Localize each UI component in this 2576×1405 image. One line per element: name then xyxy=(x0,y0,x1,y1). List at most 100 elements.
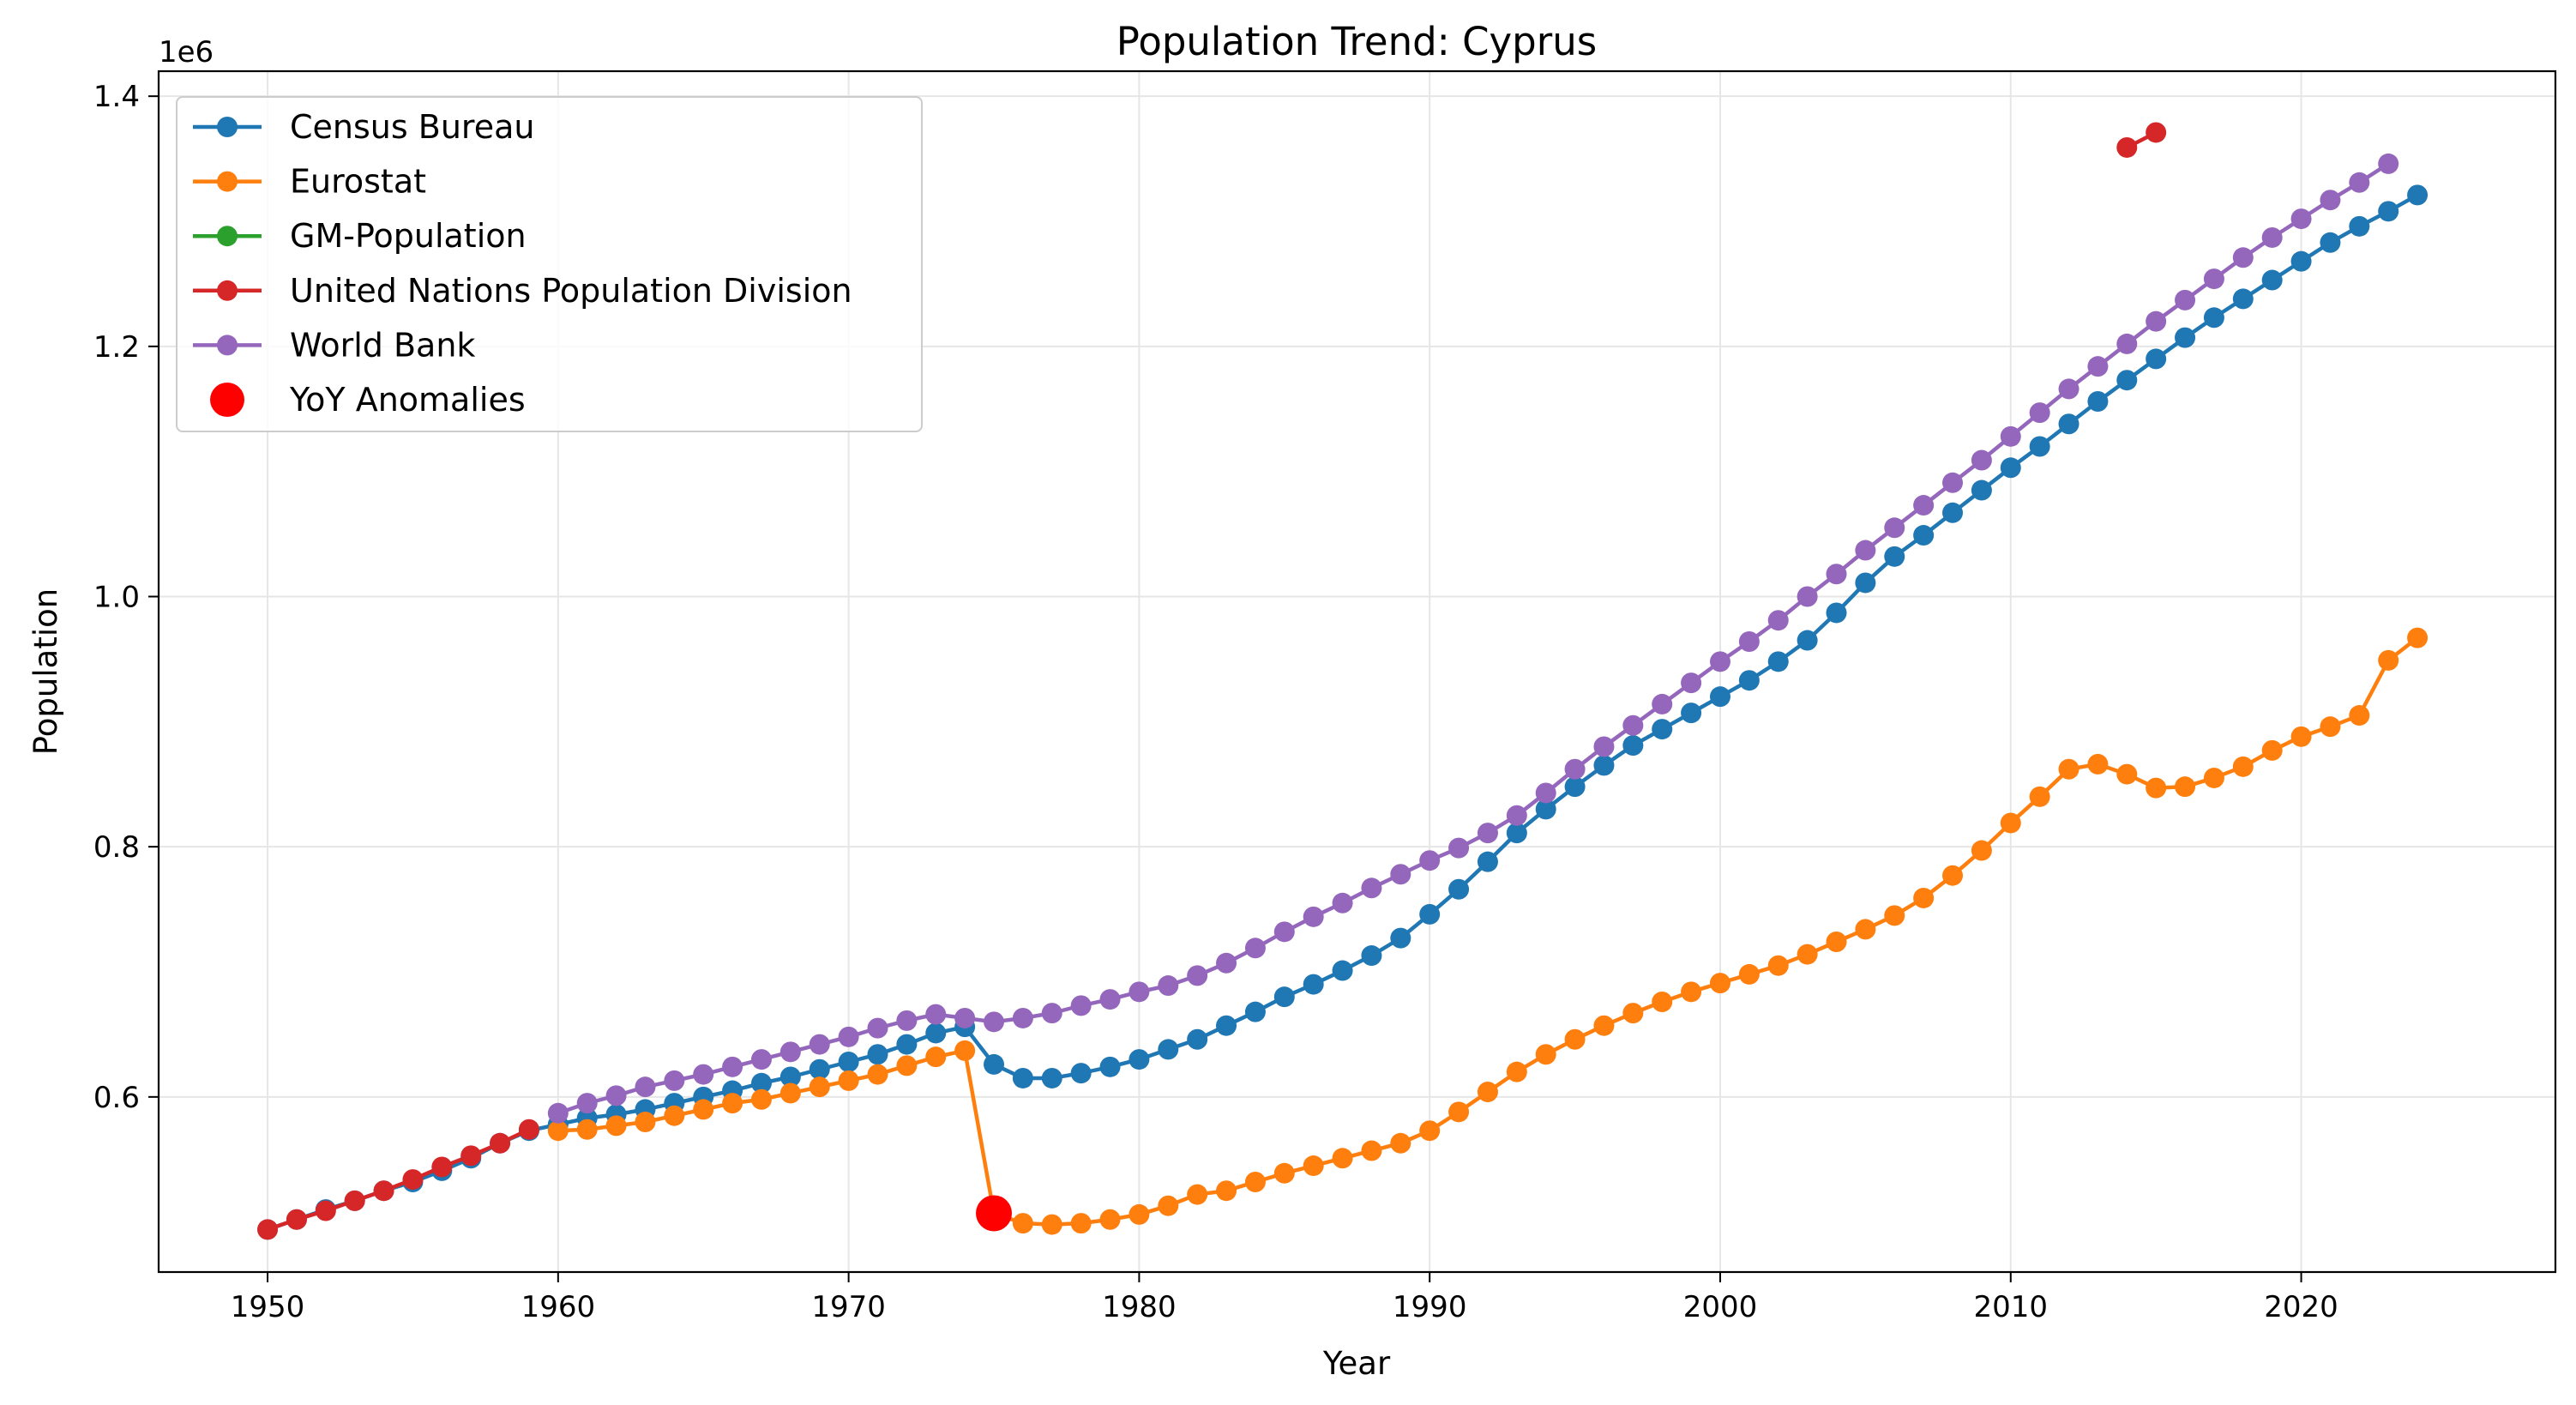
data-point-census-bureau xyxy=(1535,799,1556,820)
data-point-census-bureau xyxy=(1593,755,1615,776)
data-point-world-bank xyxy=(2320,190,2341,211)
data-point-eurostat xyxy=(2087,753,2109,775)
data-point-eurostat xyxy=(1709,973,1730,994)
data-point-census-bureau xyxy=(2175,327,2196,348)
data-point-world-bank xyxy=(1158,975,1179,997)
data-point-eurostat xyxy=(1187,1184,1208,1205)
data-point-eurostat xyxy=(2407,627,2429,648)
data-point-world-bank xyxy=(2000,425,2021,447)
data-point-census-bureau xyxy=(2232,288,2254,310)
legend-marker-yoy-anomalies xyxy=(210,383,244,417)
data-point-world-bank xyxy=(1913,495,1935,516)
data-point-eurostat xyxy=(1216,1180,1237,1202)
data-point-world-bank xyxy=(1506,805,1527,826)
data-point-census-bureau xyxy=(1099,1056,1121,1077)
data-point-census-bureau xyxy=(1012,1067,1033,1088)
data-point-world-bank xyxy=(2349,172,2370,193)
data-point-census-bureau xyxy=(1041,1067,1062,1088)
data-point-census-bureau xyxy=(2116,370,2138,391)
chart-title: Population Trend: Cyprus xyxy=(1116,19,1597,64)
plot-frame xyxy=(157,69,2557,1274)
data-point-world-bank xyxy=(1855,540,1876,561)
data-point-census-bureau xyxy=(2058,413,2079,435)
data-point-world-bank xyxy=(1041,1003,1062,1024)
data-point-eurostat xyxy=(1767,955,1789,976)
data-point-census-bureau xyxy=(2378,201,2399,222)
y-tick-label: 1.0 xyxy=(93,581,140,615)
data-point-census-bureau xyxy=(1767,651,1789,672)
x-tick-label: 1970 xyxy=(811,1290,886,1324)
y-tick-label: 0.8 xyxy=(93,830,140,865)
data-point-census-bureau xyxy=(1361,945,1382,967)
data-point-census-bureau xyxy=(1477,851,1498,872)
data-point-world-bank xyxy=(605,1085,627,1107)
data-point-census-bureau xyxy=(1390,927,1411,949)
data-point-eurostat xyxy=(1158,1195,1179,1216)
data-point-eurostat xyxy=(779,1082,801,1104)
data-point-eurostat xyxy=(605,1115,627,1137)
data-point-census-bureau xyxy=(1303,974,1324,995)
data-point-eurostat xyxy=(2232,756,2254,777)
data-point-world-bank xyxy=(2175,289,2196,311)
data-point-census-bureau xyxy=(838,1052,859,1072)
data-point-united-nations-population-division xyxy=(344,1190,365,1211)
data-point-world-bank xyxy=(1971,449,1992,471)
data-point-world-bank xyxy=(1244,938,1266,959)
data-point-census-bureau xyxy=(1273,986,1295,1008)
data-point-census-bureau xyxy=(1797,630,1818,651)
data-point-eurostat xyxy=(1099,1209,1121,1230)
data-point-eurostat xyxy=(2203,767,2224,788)
legend-marker-eurostat xyxy=(217,171,238,192)
data-point-eurostat xyxy=(2175,776,2196,798)
data-point-census-bureau xyxy=(809,1058,830,1080)
legend-marker-united-nations-population-division xyxy=(217,280,238,301)
data-point-eurostat xyxy=(2320,716,2341,738)
data-point-census-bureau xyxy=(1506,823,1527,844)
data-point-eurostat xyxy=(1681,981,1702,1003)
data-point-world-bank xyxy=(1303,906,1324,927)
x-tick-label: 1960 xyxy=(521,1290,596,1324)
data-point-world-bank xyxy=(1709,651,1730,672)
legend-label-census-bureau: Census Bureau xyxy=(290,108,534,146)
data-point-world-bank xyxy=(1826,564,1847,585)
data-point-eurostat xyxy=(1303,1155,1324,1177)
data-point-world-bank xyxy=(838,1026,859,1047)
data-point-census-bureau xyxy=(2320,232,2341,253)
data-point-eurostat xyxy=(867,1064,888,1085)
data-point-eurostat xyxy=(1535,1044,1556,1065)
data-point-world-bank xyxy=(1070,995,1092,1016)
data-point-eurostat xyxy=(1506,1061,1527,1082)
data-point-world-bank xyxy=(635,1076,656,1098)
data-point-world-bank xyxy=(2029,402,2050,424)
data-point-eurostat xyxy=(664,1105,685,1126)
data-point-eurostat xyxy=(896,1055,918,1076)
anomaly-point xyxy=(976,1195,1013,1232)
data-point-census-bureau xyxy=(867,1044,888,1065)
data-point-eurostat xyxy=(2378,649,2399,671)
data-point-eurostat xyxy=(1826,932,1847,952)
data-point-eurostat xyxy=(2261,739,2283,761)
data-point-eurostat xyxy=(1244,1172,1266,1192)
data-point-eurostat xyxy=(1971,840,1992,861)
data-point-world-bank xyxy=(925,1004,947,1025)
legend-marker-census-bureau xyxy=(217,117,238,137)
data-point-census-bureau xyxy=(896,1034,918,1055)
data-point-census-bureau xyxy=(1855,572,1876,594)
data-point-world-bank xyxy=(1332,892,1353,914)
x-tick-label: 1990 xyxy=(1393,1290,1467,1324)
data-point-eurostat xyxy=(2290,726,2312,747)
data-point-world-bank xyxy=(2378,153,2399,174)
data-point-eurostat xyxy=(1593,1015,1615,1036)
data-point-census-bureau xyxy=(2407,184,2429,206)
data-point-eurostat xyxy=(1273,1162,1295,1184)
data-point-world-bank xyxy=(1216,952,1237,974)
data-point-world-bank xyxy=(1187,965,1208,986)
data-point-eurostat xyxy=(2349,705,2370,727)
data-point-eurostat xyxy=(1913,887,1935,908)
data-point-census-bureau xyxy=(2203,307,2224,329)
data-point-world-bank xyxy=(984,1011,1005,1033)
data-point-world-bank xyxy=(896,1010,918,1031)
data-point-united-nations-population-division xyxy=(490,1132,511,1154)
data-point-census-bureau xyxy=(779,1066,801,1088)
